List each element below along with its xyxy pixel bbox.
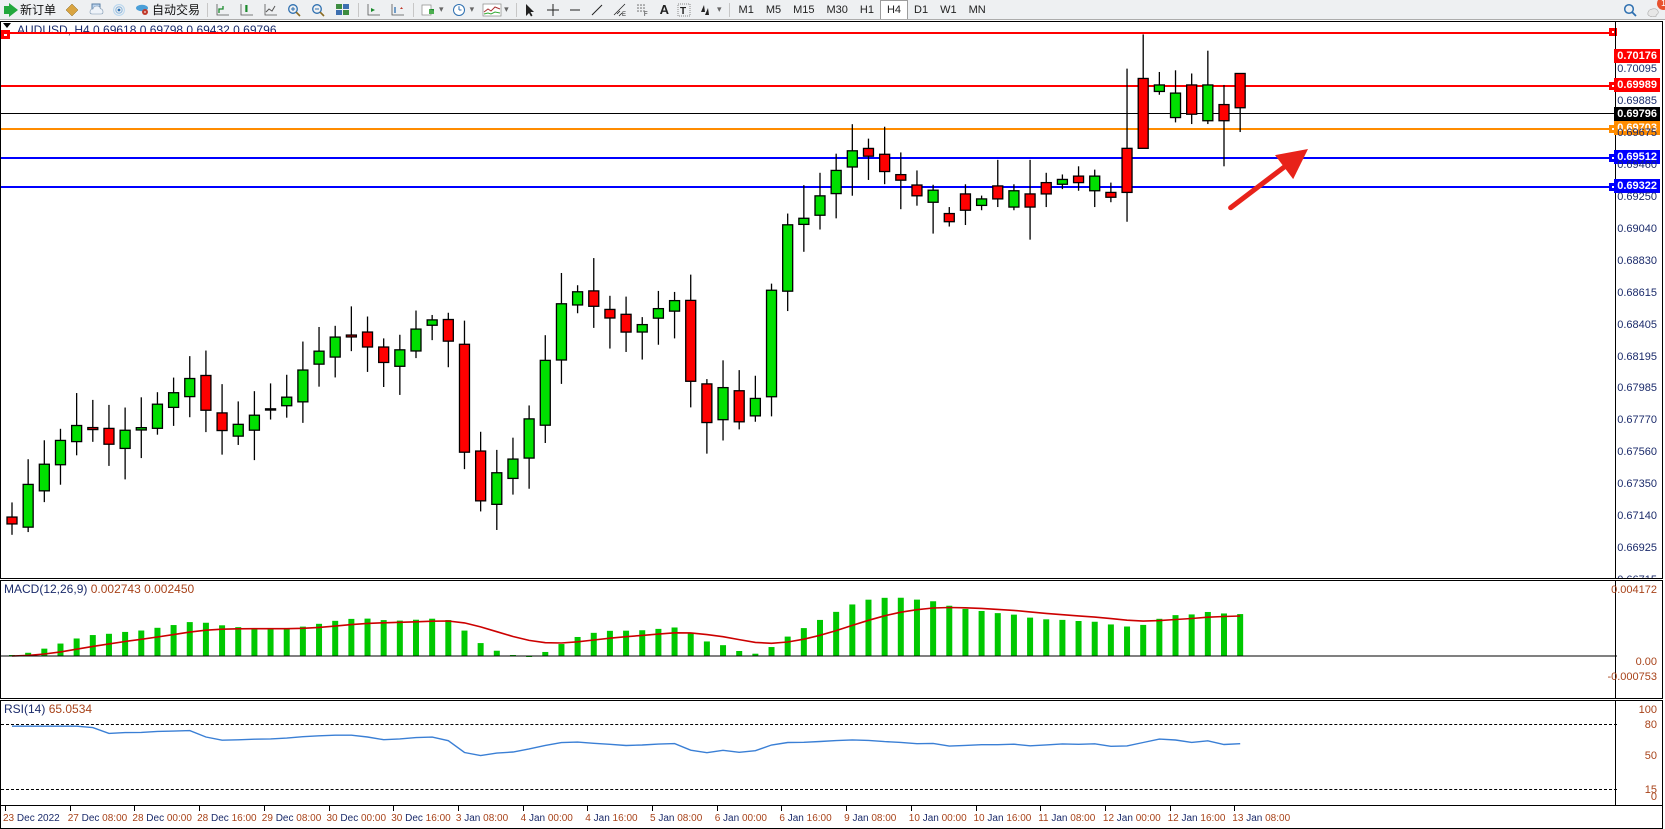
svg-text:F: F bbox=[644, 12, 648, 17]
svg-text:T: T bbox=[680, 6, 686, 17]
svg-text:E: E bbox=[622, 12, 626, 17]
